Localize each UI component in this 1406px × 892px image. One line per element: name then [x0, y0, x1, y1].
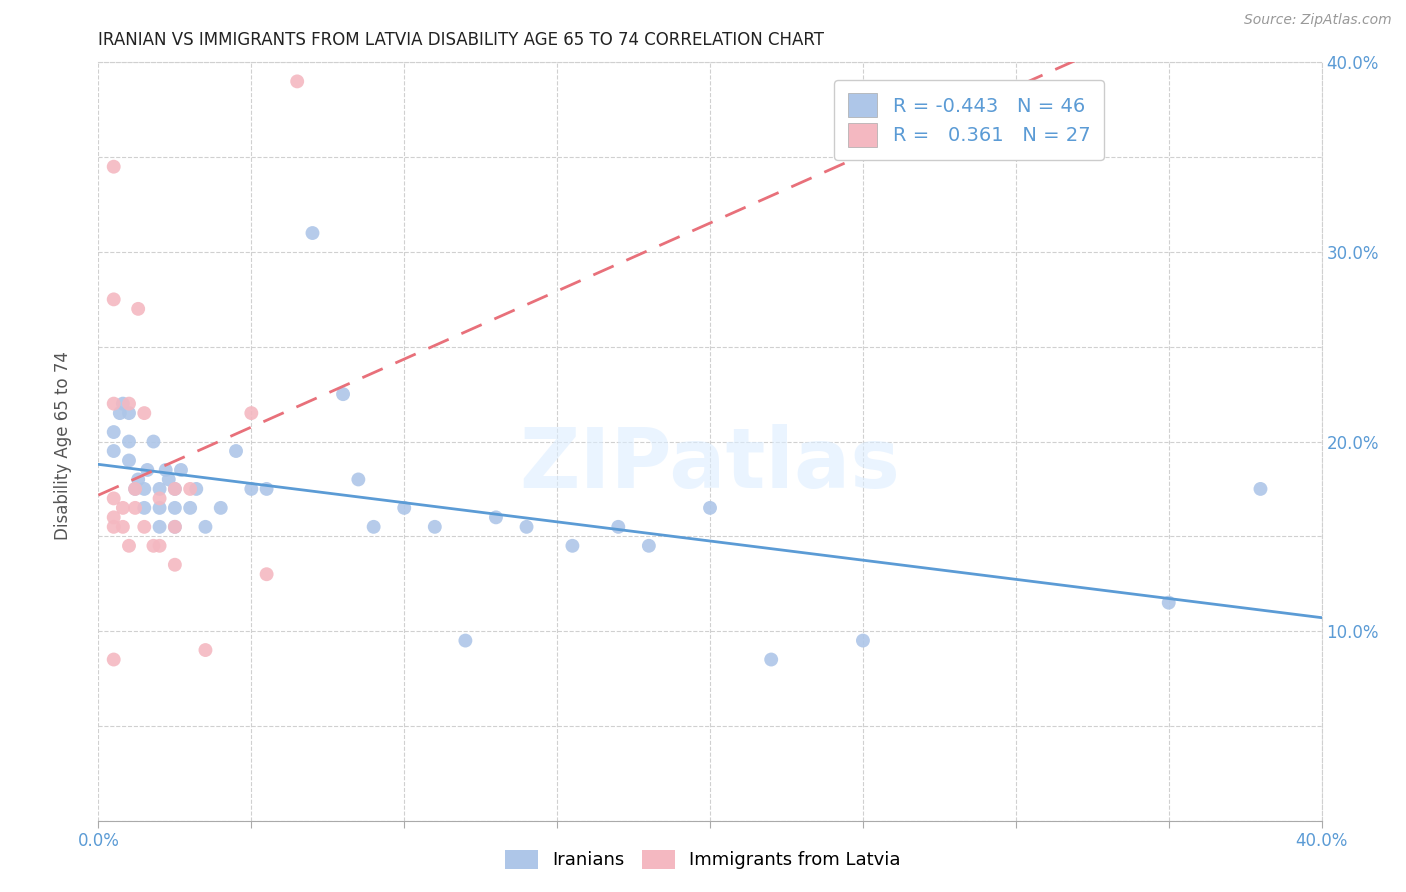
- Text: IRANIAN VS IMMIGRANTS FROM LATVIA DISABILITY AGE 65 TO 74 CORRELATION CHART: IRANIAN VS IMMIGRANTS FROM LATVIA DISABI…: [98, 31, 824, 49]
- Point: [363, 520, 385, 534]
- Point: [127, 473, 149, 487]
- Point: [118, 539, 141, 553]
- Point: [170, 463, 193, 477]
- Point: [149, 539, 172, 553]
- Point: [852, 633, 875, 648]
- Point: [1157, 596, 1180, 610]
- Legend: R = -0.443   N = 46, R =   0.361   N = 27: R = -0.443 N = 46, R = 0.361 N = 27: [834, 79, 1104, 161]
- Point: [103, 652, 125, 666]
- Point: [134, 520, 156, 534]
- Point: [111, 396, 134, 410]
- Text: Source: ZipAtlas.com: Source: ZipAtlas.com: [1244, 13, 1392, 28]
- Point: [163, 558, 186, 572]
- Point: [136, 463, 159, 477]
- Point: [186, 482, 208, 496]
- Point: [103, 425, 125, 439]
- Point: [285, 74, 308, 88]
- Point: [256, 482, 278, 496]
- Point: [124, 482, 146, 496]
- Point: [699, 500, 721, 515]
- Point: [347, 473, 370, 487]
- Point: [124, 482, 146, 496]
- Point: [516, 520, 538, 534]
- Point: [256, 567, 278, 582]
- Point: [108, 406, 131, 420]
- Point: [454, 633, 477, 648]
- Point: [103, 444, 125, 458]
- Point: [134, 500, 156, 515]
- Point: [157, 473, 180, 487]
- Point: [194, 520, 217, 534]
- Text: ZIPatlas: ZIPatlas: [520, 424, 900, 505]
- Legend: Iranians, Immigrants from Latvia: Iranians, Immigrants from Latvia: [496, 841, 910, 879]
- Point: [163, 482, 186, 496]
- Point: [127, 301, 149, 316]
- Point: [103, 160, 125, 174]
- Point: [759, 652, 782, 666]
- Point: [225, 444, 247, 458]
- Point: [103, 520, 125, 534]
- Point: [111, 520, 134, 534]
- Point: [163, 520, 186, 534]
- Point: [103, 491, 125, 506]
- Point: [1249, 482, 1271, 496]
- Point: [607, 520, 630, 534]
- Point: [103, 510, 125, 524]
- Point: [155, 463, 177, 477]
- Point: [103, 293, 125, 307]
- Point: [134, 482, 156, 496]
- Point: [637, 539, 661, 553]
- Point: [561, 539, 583, 553]
- Point: [194, 643, 217, 657]
- Point: [103, 396, 125, 410]
- Point: [163, 520, 186, 534]
- Point: [149, 520, 172, 534]
- Point: [301, 226, 323, 240]
- Point: [240, 482, 263, 496]
- Point: [118, 396, 141, 410]
- Point: [332, 387, 354, 401]
- Point: [118, 434, 141, 449]
- Point: [163, 482, 186, 496]
- Point: [179, 482, 201, 496]
- Point: [240, 406, 263, 420]
- Point: [209, 500, 232, 515]
- Point: [163, 500, 186, 515]
- Point: [423, 520, 446, 534]
- Point: [149, 482, 172, 496]
- Point: [149, 491, 172, 506]
- Point: [142, 434, 165, 449]
- Point: [149, 500, 172, 515]
- Text: Disability Age 65 to 74: Disability Age 65 to 74: [55, 351, 72, 541]
- Point: [118, 406, 141, 420]
- Point: [118, 453, 141, 467]
- Point: [124, 500, 146, 515]
- Point: [111, 500, 134, 515]
- Point: [179, 500, 201, 515]
- Point: [134, 406, 156, 420]
- Point: [392, 500, 416, 515]
- Point: [485, 510, 508, 524]
- Point: [142, 539, 165, 553]
